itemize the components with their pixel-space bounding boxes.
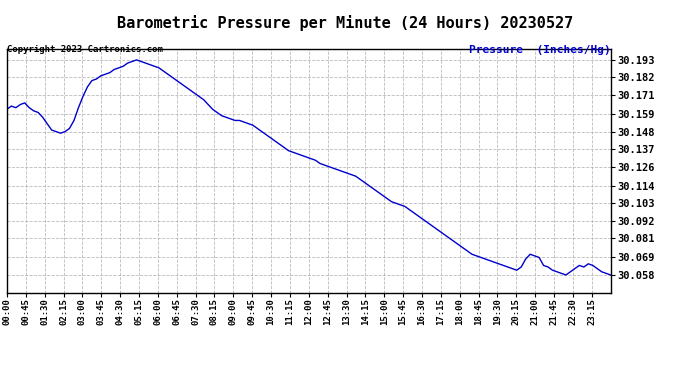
Text: Pressure  (Inches/Hg): Pressure (Inches/Hg) bbox=[469, 45, 611, 55]
Text: Barometric Pressure per Minute (24 Hours) 20230527: Barometric Pressure per Minute (24 Hours… bbox=[117, 15, 573, 31]
Text: Copyright 2023 Cartronics.com: Copyright 2023 Cartronics.com bbox=[7, 45, 163, 54]
